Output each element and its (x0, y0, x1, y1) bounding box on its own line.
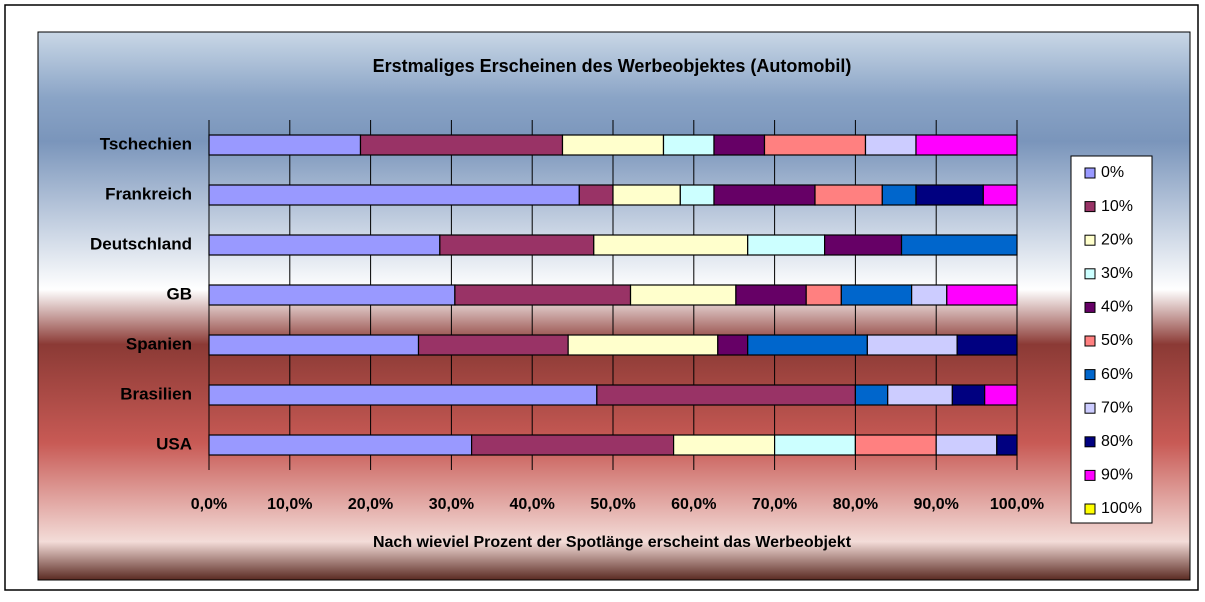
x-tick-label: 0,0% (191, 496, 227, 513)
legend-swatch (1084, 402, 1096, 414)
bar-segment (208, 134, 362, 156)
bar-segment (596, 384, 857, 406)
bar-segment (935, 434, 998, 456)
bar-segment (915, 184, 984, 206)
bar-segment (612, 184, 681, 206)
y-tick-label: Spanien (126, 334, 192, 353)
bar-segment (717, 334, 749, 356)
bar-segment (982, 184, 1018, 206)
legend-label: 20% (1101, 231, 1133, 248)
chart-area (37, 31, 1191, 581)
bar-segment (951, 384, 986, 406)
bar-segment (439, 234, 595, 256)
bar-segment (747, 334, 868, 356)
legend-label: 60% (1101, 366, 1133, 383)
bar-segment (359, 134, 564, 156)
bar-segment (866, 334, 958, 356)
bar-segment (454, 284, 632, 306)
y-tick-label: USA (156, 434, 192, 453)
bar-segment (814, 184, 883, 206)
bar-segment (911, 284, 948, 306)
legend-swatch (1084, 503, 1096, 515)
bar-segment (773, 434, 856, 456)
bar-segment (956, 334, 1018, 356)
x-tick-label: 20,0% (348, 496, 393, 513)
legend-swatch (1084, 469, 1096, 481)
bar-segment (208, 384, 598, 406)
bar-segment (805, 284, 842, 306)
y-tick-label: Tschechien (100, 134, 192, 153)
x-tick-label: 90,0% (914, 496, 959, 513)
bar-segment (567, 334, 719, 356)
bar-segment (662, 134, 715, 156)
x-axis-title: Nach wieviel Prozent der Spotlänge ersch… (373, 534, 852, 551)
bar-segment (840, 284, 913, 306)
x-tick-label: 10,0% (267, 496, 312, 513)
bar-segment (208, 184, 580, 206)
bar-segment (996, 434, 1018, 456)
bar-segment (864, 134, 917, 156)
bar-segment (713, 184, 816, 206)
x-tick-label: 30,0% (429, 496, 474, 513)
legend-swatch (1084, 436, 1096, 448)
bar-segment (208, 234, 441, 256)
bar-segment (593, 234, 749, 256)
y-tick-label: GB (167, 284, 193, 303)
bar-segment (984, 384, 1018, 406)
legend-label: 70% (1101, 399, 1133, 416)
legend-swatch (1084, 369, 1096, 381)
bar-segment (578, 184, 614, 206)
bar-segment (417, 334, 569, 356)
y-tick-label: Deutschland (90, 234, 192, 253)
legend-label: 40% (1101, 299, 1133, 316)
legend-label: 80% (1101, 433, 1133, 450)
bar-segment (915, 134, 1018, 156)
legend-swatch (1084, 301, 1096, 313)
bar-segment (824, 234, 903, 256)
legend-swatch (1084, 268, 1096, 280)
x-tick-label: 70,0% (752, 496, 797, 513)
legend-swatch (1084, 234, 1096, 246)
bar-segment (208, 434, 473, 456)
bar-segment (763, 134, 867, 156)
bar-segment (208, 284, 456, 306)
legend-label: 90% (1101, 467, 1133, 484)
bar-segment (208, 334, 420, 356)
bar-segment (881, 184, 917, 206)
bar-segment (561, 134, 665, 156)
bar-segment (887, 384, 953, 406)
chart-title: Erstmaliges Erscheinen des Werbeobjektes… (373, 56, 852, 76)
bar-segment (713, 134, 766, 156)
bar-segment (900, 234, 1018, 256)
x-tick-label: 40,0% (510, 496, 555, 513)
bar-segment (629, 284, 737, 306)
x-tick-label: 100,0% (990, 496, 1044, 513)
legend-label: 50% (1101, 332, 1133, 349)
y-tick-label: Brasilien (120, 384, 192, 403)
x-tick-label: 60,0% (671, 496, 716, 513)
bar-segment (747, 234, 826, 256)
x-tick-label: 80,0% (833, 496, 878, 513)
x-tick-label: 50,0% (590, 496, 635, 513)
legend-label: 100% (1101, 500, 1142, 517)
bar-segment (735, 284, 807, 306)
bar-segment (471, 434, 675, 456)
legend-label: 30% (1101, 265, 1133, 282)
bar-segment (854, 434, 937, 456)
legend-label: 10% (1101, 198, 1133, 215)
legend-swatch (1084, 201, 1096, 213)
bar-segment (854, 384, 889, 406)
bar-segment (672, 434, 776, 456)
legend-label: 0% (1101, 164, 1124, 181)
y-tick-label: Frankreich (105, 184, 192, 203)
bar-segment (679, 184, 715, 206)
legend-swatch (1084, 167, 1096, 179)
legend-swatch (1084, 335, 1096, 347)
bar-segment (946, 284, 1018, 306)
